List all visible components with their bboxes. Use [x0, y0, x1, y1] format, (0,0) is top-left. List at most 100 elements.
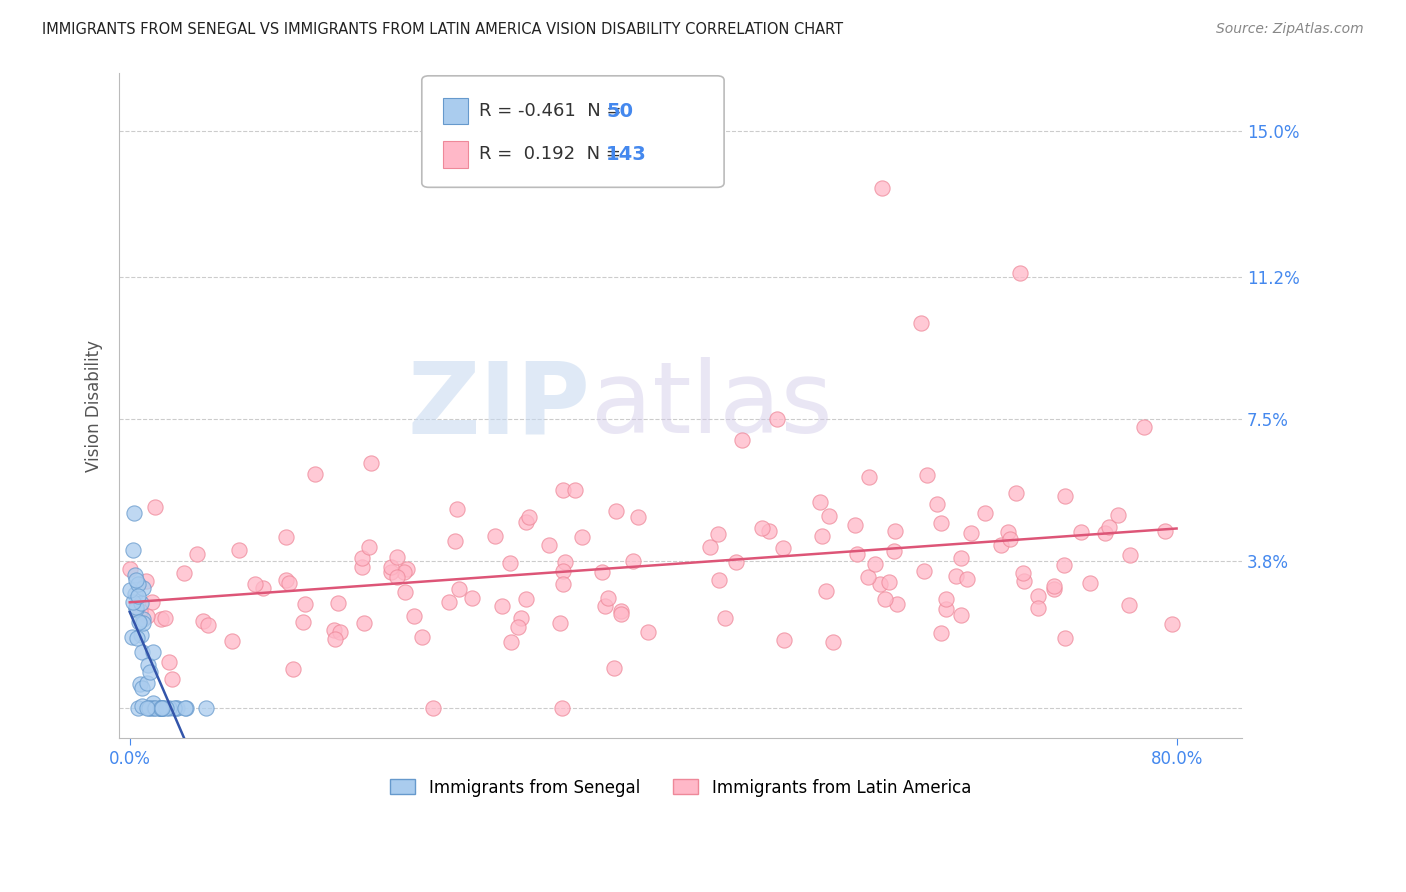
Point: [127, 590, 149, 604]
Point: [1160, 617, 1182, 632]
Point: [1094, 525, 1116, 540]
Point: [548, 615, 571, 630]
Point: [128, 700, 150, 714]
Point: [129, 596, 152, 610]
Text: Source: ZipAtlas.com: Source: ZipAtlas.com: [1216, 22, 1364, 37]
Point: [551, 700, 574, 714]
Point: [443, 534, 465, 549]
Point: [173, 566, 195, 580]
Point: [447, 582, 470, 596]
Point: [174, 700, 197, 714]
Point: [136, 700, 159, 714]
Point: [392, 566, 415, 580]
Point: [329, 624, 352, 639]
Point: [380, 565, 402, 579]
Point: [135, 676, 157, 690]
Point: [1012, 566, 1035, 581]
Point: [945, 569, 967, 583]
Point: [129, 604, 152, 618]
Point: [304, 467, 326, 481]
Point: [422, 700, 444, 714]
Point: [155, 610, 177, 624]
Point: [1078, 575, 1101, 590]
Point: [772, 541, 794, 556]
Point: [821, 635, 844, 649]
Point: [135, 574, 157, 589]
Point: [281, 662, 304, 676]
Point: [131, 645, 153, 659]
Point: [276, 573, 298, 587]
Point: [1107, 508, 1129, 523]
Point: [950, 607, 973, 622]
Point: [118, 562, 141, 576]
Point: [132, 581, 155, 595]
Point: [725, 556, 748, 570]
Point: [1119, 549, 1142, 563]
Point: [385, 549, 408, 564]
Point: [886, 598, 908, 612]
Point: [125, 600, 148, 615]
Point: [998, 532, 1021, 546]
Point: [935, 591, 957, 606]
Point: [1053, 558, 1076, 573]
Point: [551, 576, 574, 591]
Point: [858, 569, 880, 583]
Point: [491, 599, 513, 614]
Point: [974, 506, 997, 520]
Point: [883, 544, 905, 558]
Point: [150, 700, 173, 714]
Point: [1133, 420, 1156, 434]
Point: [157, 655, 180, 669]
Point: [956, 572, 979, 586]
Point: [195, 700, 218, 714]
Point: [143, 500, 166, 514]
Point: [751, 521, 773, 535]
Point: [132, 615, 155, 630]
Point: [870, 181, 893, 195]
Point: [1043, 579, 1066, 593]
Text: ZIP: ZIP: [408, 357, 591, 454]
Point: [499, 557, 522, 571]
Point: [274, 530, 297, 544]
Point: [1028, 601, 1050, 615]
Point: [817, 509, 839, 524]
Point: [713, 611, 735, 625]
Point: [950, 551, 973, 566]
Point: [152, 700, 174, 714]
Point: [929, 516, 952, 530]
Point: [160, 672, 183, 686]
Point: [278, 575, 301, 590]
Point: [143, 700, 166, 714]
Point: [228, 543, 250, 558]
Point: [1012, 574, 1035, 589]
Point: [291, 615, 314, 630]
Y-axis label: Vision Disability: Vision Disability: [86, 340, 103, 472]
Point: [165, 700, 187, 714]
Point: [118, 582, 141, 597]
Point: [845, 547, 868, 561]
Point: [121, 595, 143, 609]
Point: [380, 559, 402, 574]
Point: [124, 587, 146, 601]
Text: 143: 143: [606, 145, 647, 163]
Point: [439, 595, 461, 609]
Point: [157, 700, 180, 714]
Legend: Immigrants from Senegal, Immigrants from Latin America: Immigrants from Senegal, Immigrants from…: [384, 772, 977, 804]
Point: [461, 591, 484, 605]
Point: [1070, 525, 1092, 540]
Point: [162, 700, 184, 714]
Point: [884, 524, 907, 539]
Point: [142, 696, 165, 710]
Point: [610, 607, 633, 622]
Point: [1042, 582, 1064, 596]
Point: [402, 609, 425, 624]
Point: [326, 596, 349, 610]
Point: [844, 517, 866, 532]
Point: [197, 617, 219, 632]
Point: [605, 504, 627, 518]
Point: [385, 570, 408, 584]
Point: [508, 620, 530, 634]
Point: [1098, 520, 1121, 534]
Point: [815, 583, 838, 598]
Point: [125, 574, 148, 588]
